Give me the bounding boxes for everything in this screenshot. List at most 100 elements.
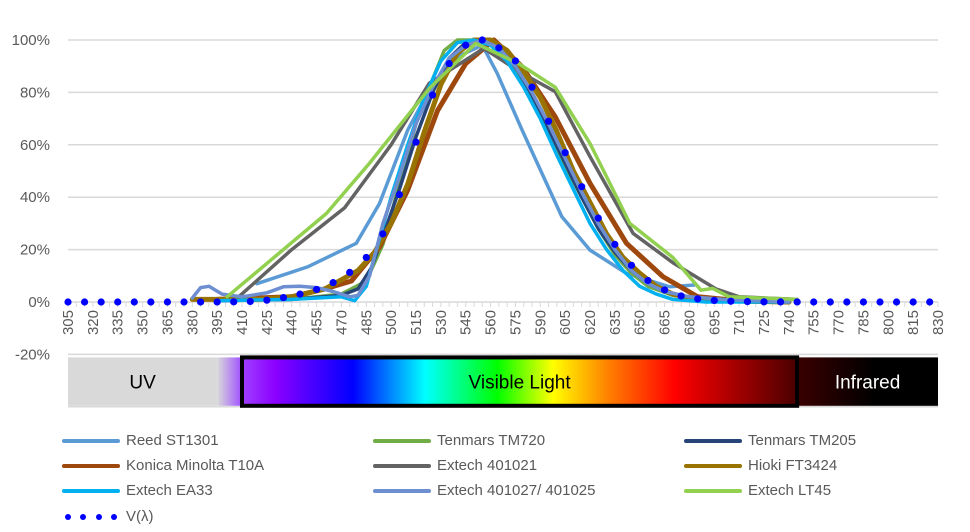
x-tick-label: 455 — [309, 310, 326, 335]
x-tick-label: 575 — [507, 310, 524, 335]
gridlines — [67, 39, 939, 408]
x-tick-label: 680 — [681, 310, 698, 335]
y-tick-label: 80% — [20, 84, 50, 101]
x-tick-label: 605 — [557, 310, 574, 335]
v-lambda-point — [147, 298, 155, 306]
v-lambda-point — [180, 298, 188, 306]
v-lambda-point — [114, 298, 122, 306]
v-lambda-point — [379, 230, 387, 238]
v-lambda-point — [644, 276, 652, 285]
x-tick-label: 665 — [657, 310, 674, 335]
v-lambda-point — [428, 91, 437, 99]
v-lambda-point — [810, 298, 818, 306]
v-lambda-point — [826, 298, 834, 306]
x-tick-label: 710 — [731, 310, 748, 335]
series-line-extech-lt45 — [225, 41, 799, 302]
x-tick-label: 335 — [110, 310, 127, 335]
v-lambda-point — [329, 279, 337, 287]
v-lambda-point — [660, 286, 669, 294]
series-line-hioki-ft3424 — [189, 37, 792, 305]
x-tick-label: 440 — [284, 310, 301, 335]
band-label: Infrared — [835, 373, 900, 394]
x-tick-label: 830 — [930, 310, 947, 335]
v-lambda-point — [926, 298, 934, 306]
v-lambda-point — [80, 298, 89, 306]
v-lambda-point — [710, 296, 718, 305]
x-tick-label: 725 — [756, 310, 773, 335]
v-lambda-point — [909, 298, 917, 306]
x-tick-label: 365 — [159, 310, 176, 335]
band-label: UV — [129, 373, 156, 394]
series-line-extech-401027-401025 — [190, 38, 791, 304]
v-lambda-point — [511, 57, 520, 65]
v-lambda-point — [594, 214, 602, 222]
x-tick-label: 545 — [458, 310, 475, 335]
x-tick-label: 470 — [333, 310, 350, 335]
v-lambda-point — [462, 41, 470, 49]
x-tick-label: 425 — [259, 310, 276, 335]
uv-band — [68, 357, 218, 406]
x-tick-label: 410 — [234, 310, 251, 335]
v-lambda-point — [230, 298, 238, 306]
v-lambda-point — [793, 298, 801, 306]
series-line-tenmars-tm205 — [215, 38, 791, 304]
v-lambda-point — [246, 297, 254, 306]
v-lambda-point — [528, 83, 536, 91]
x-tick-label: 755 — [806, 310, 823, 335]
x-tick-label: 350 — [135, 310, 152, 335]
v-lambda-point — [677, 292, 685, 300]
x-tick-label: 620 — [582, 310, 599, 335]
x-tick-label: 695 — [706, 310, 723, 335]
x-tick-label: 560 — [483, 310, 500, 335]
x-tick-label: 320 — [85, 310, 102, 335]
v-lambda-point — [611, 240, 619, 248]
y-tick-label: 60% — [20, 137, 50, 154]
v-lambda-point — [478, 36, 486, 44]
y-tick-label: 0% — [28, 294, 50, 311]
x-tick-label: 380 — [184, 310, 201, 335]
v-lambda-point — [412, 138, 420, 146]
series-line-tenmars-tm720 — [215, 38, 791, 304]
x-tick-label: 515 — [408, 310, 425, 335]
y-tick-label: -20% — [15, 346, 50, 363]
v-lambda-point — [694, 295, 702, 303]
y-tick-label: 100% — [12, 32, 50, 49]
v-lambda-point — [213, 298, 221, 306]
x-tick-label: 590 — [532, 310, 549, 335]
x-tick-label: 305 — [60, 310, 77, 335]
v-lambda-point — [130, 298, 138, 306]
v-lambda-point — [495, 44, 503, 52]
v-lambda-point — [776, 298, 785, 306]
v-lambda-point — [561, 149, 569, 157]
visible-band — [240, 355, 800, 408]
x-tick-label: 770 — [831, 310, 848, 335]
v-lambda-point — [743, 298, 752, 306]
x-tick-label: 800 — [880, 310, 897, 335]
v-lambda-point — [296, 290, 304, 298]
v-lambda-point — [312, 285, 321, 294]
v-lambda-point — [876, 298, 884, 306]
v-lambda-point — [263, 296, 271, 304]
v-lambda-point — [279, 293, 288, 302]
series-line-extech-ea33 — [215, 38, 791, 304]
v-lambda-point — [627, 261, 636, 269]
y-tick-label: 40% — [20, 189, 50, 206]
v-lambda-point — [346, 268, 354, 276]
x-tick-label: 740 — [781, 310, 798, 335]
x-tick-label: 485 — [358, 310, 375, 335]
v-lambda-point — [578, 183, 586, 191]
y-tick-label: 20% — [20, 242, 50, 259]
v-lambda-point — [196, 298, 205, 306]
x-axis-ticks: 305 320 335 350 365 380 395 410 425 440 455 470 485 5… — [60, 310, 947, 335]
v-lambda-point — [727, 297, 735, 305]
series-lines — [64, 36, 934, 306]
x-tick-label: 530 — [433, 310, 450, 335]
v-lambda-point — [760, 298, 768, 306]
v-lambda-point — [544, 117, 553, 125]
v-lambda-point — [163, 298, 172, 306]
v-lambda-point — [859, 298, 868, 306]
x-tick-label: 500 — [383, 310, 400, 335]
band-label: Visible Light — [469, 373, 572, 394]
infrared-band — [797, 357, 938, 406]
